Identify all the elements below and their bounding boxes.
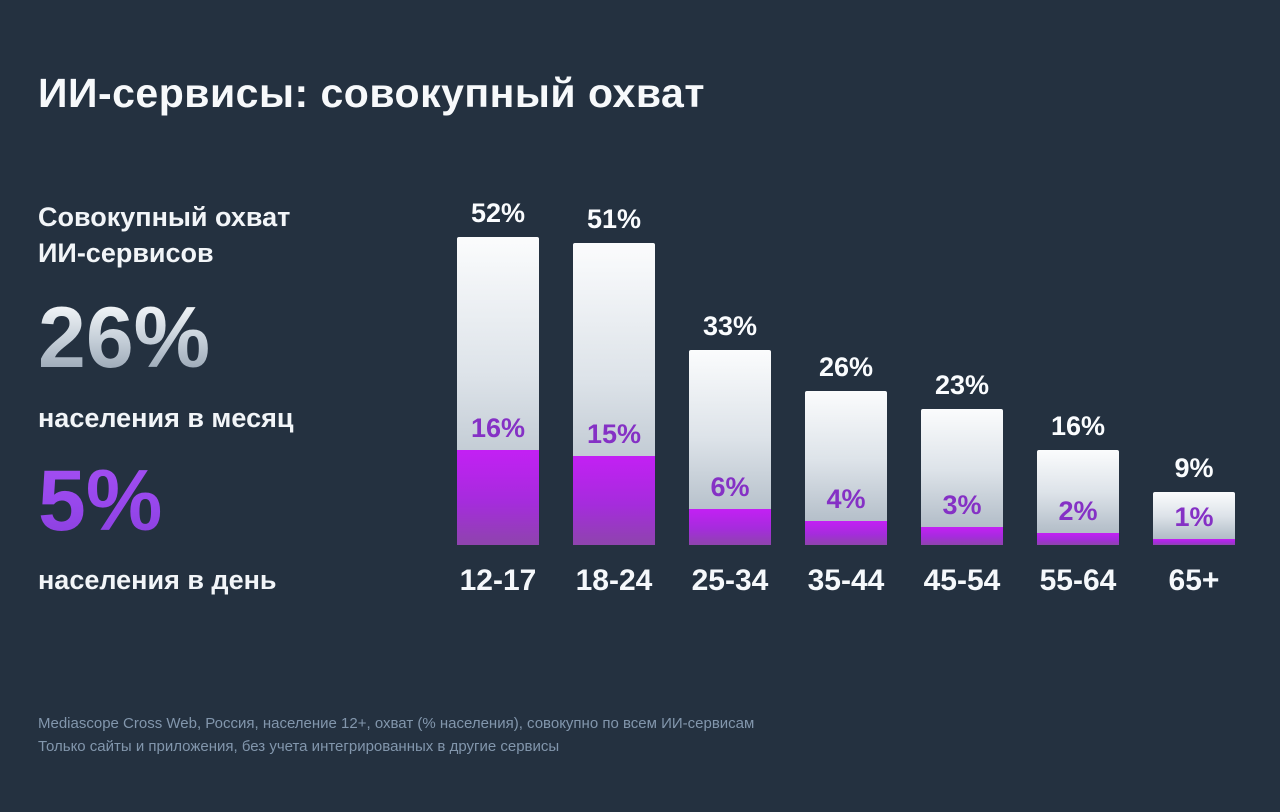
bar-plot-area: 9% 1% bbox=[1136, 200, 1252, 545]
bar-category-label: 65+ bbox=[1168, 564, 1220, 597]
bar-total-label: 23% bbox=[934, 370, 990, 400]
bar-daily-label: 6% bbox=[710, 472, 750, 502]
bar-category-label: 18-24 bbox=[575, 564, 653, 597]
bar-25-34: 6% bbox=[689, 350, 771, 545]
bar-total-label: 26% bbox=[818, 352, 874, 382]
bar-category-label: 35-44 bbox=[807, 564, 885, 597]
bar-daily-label: 15% bbox=[586, 419, 642, 449]
bar-daily-label: 3% bbox=[942, 490, 982, 520]
bar-daily-label: 2% bbox=[1058, 496, 1098, 526]
bar-total-label: 52% bbox=[470, 198, 526, 228]
bar-45-54: 3% bbox=[921, 409, 1003, 545]
bar-column: 52% 16% 12-17 bbox=[440, 198, 556, 600]
bar-plot-area: 16% 2% bbox=[1020, 200, 1136, 545]
stacked-bar-chart: 52% 16% 12-17 51% 15% 18-24 33% 6% 25-34 26% 4% 35-… bbox=[440, 198, 1252, 600]
bar-column: 23% 3% 45-54 bbox=[904, 200, 1020, 600]
bar-daily-segment bbox=[805, 521, 887, 545]
bar-category-label: 55-64 bbox=[1039, 564, 1117, 597]
bar-daily-segment bbox=[1153, 539, 1235, 545]
bar-column: 33% 6% 25-34 bbox=[672, 200, 788, 600]
bar-55-64: 2% bbox=[1037, 450, 1119, 545]
summary-heading: Совокупный охват ИИ-сервисов bbox=[38, 200, 418, 271]
bar-plot-area: 26% 4% bbox=[788, 200, 904, 545]
bar-total-label: 51% bbox=[586, 204, 642, 234]
bar-plot-area: 52% 16% bbox=[440, 198, 556, 545]
bar-daily-label: 4% bbox=[826, 484, 866, 514]
bar-daily-label: 16% bbox=[470, 413, 526, 443]
bar-category-label: 12-17 bbox=[459, 564, 537, 597]
bar-18-24: 15% bbox=[573, 243, 655, 545]
bar-total-label: 9% bbox=[1174, 453, 1214, 483]
bar-category-label: 25-34 bbox=[691, 564, 769, 597]
bar-column: 51% 15% 18-24 bbox=[556, 200, 672, 600]
summary-panel: Совокупный охват ИИ-сервисов 26% населен… bbox=[38, 200, 418, 595]
bar-column: 26% 4% 35-44 bbox=[788, 200, 904, 600]
bar-daily-segment bbox=[921, 527, 1003, 545]
footnote-line1: Mediascope Cross Web, Россия, население … bbox=[38, 715, 755, 732]
bar-daily-segment bbox=[573, 456, 655, 545]
footnote: Mediascope Cross Web, Россия, население … bbox=[38, 712, 754, 759]
summary-heading-line1: Совокупный охват bbox=[38, 202, 291, 232]
bar-12-17: 16% bbox=[457, 237, 539, 545]
bar-65+: 1% bbox=[1153, 492, 1235, 545]
bar-daily-segment bbox=[689, 509, 771, 545]
footnote-line2: Только сайты и приложения, без учета инт… bbox=[38, 738, 560, 756]
bar-daily-segment bbox=[457, 450, 539, 545]
page-title: ИИ-сервисы: совокупный охват bbox=[38, 70, 705, 116]
summary-heading-line2: ИИ-сервисов bbox=[38, 237, 214, 268]
bar-plot-area: 33% 6% bbox=[672, 200, 788, 545]
monthly-reach-value: 26% bbox=[38, 290, 211, 386]
bar-daily-segment bbox=[1037, 533, 1119, 545]
daily-reach-value: 5% bbox=[38, 453, 163, 549]
bar-total-label: 16% bbox=[1050, 411, 1106, 441]
bar-total-label: 33% bbox=[702, 311, 758, 341]
bar-plot-area: 23% 3% bbox=[904, 200, 1020, 545]
bar-column: 16% 2% 55-64 bbox=[1020, 200, 1136, 600]
daily-reach-label: населения в день bbox=[38, 565, 277, 595]
monthly-reach-label: населения в месяц bbox=[38, 403, 294, 433]
bar-35-44: 4% bbox=[805, 391, 887, 545]
bar-daily-label: 1% bbox=[1174, 502, 1214, 532]
bar-plot-area: 51% 15% bbox=[556, 200, 672, 545]
bar-category-label: 45-54 bbox=[923, 564, 1001, 597]
bar-column: 9% 1% 65+ bbox=[1136, 200, 1252, 600]
